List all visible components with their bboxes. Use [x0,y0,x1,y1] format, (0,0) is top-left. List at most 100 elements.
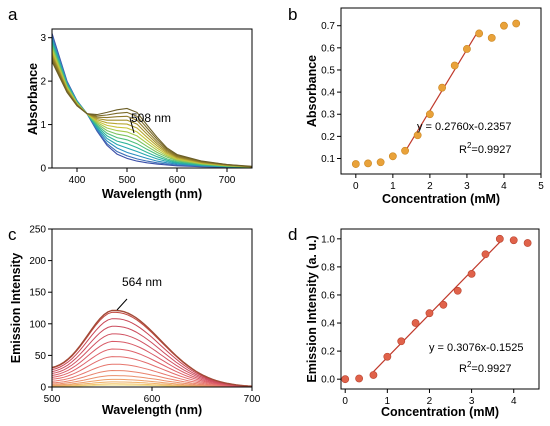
b-x-tick-label: 0 [353,181,359,192]
b-data-point [487,33,496,42]
b-data-point [376,158,385,167]
a-y-tick-label: 0 [40,164,46,175]
d-data-point [341,375,350,384]
b-y-axis-title: Absorbance [305,55,319,127]
d-y-tick-label: 0.2 [321,347,335,358]
b-data-point [351,160,360,168]
b-data-point [475,29,484,38]
b-y-tick-label: 0.3 [321,110,335,121]
a-x-axis-title: Wavelength (nm) [102,187,202,201]
b-data-point [364,159,372,168]
a-absorbance-series-6 [51,44,253,168]
b-data-point [388,152,397,161]
d-ticks: 0 1 2 3 4 0.0 0.2 0.4 0.6 0.8 1.0 [321,234,517,407]
d-x-tick-label: 3 [469,396,475,407]
b-fit-equation: y = 0.2760x-0.2357 [417,121,512,133]
d-data-point [425,309,434,318]
d-data-point [509,236,518,245]
a-y-tick-label: 2 [40,77,46,88]
d-data-point [383,352,392,361]
d-points-group [341,234,532,384]
b-x-axis-title: Concentration (mM) [382,192,500,206]
b-ticks: 0 1 2 3 4 5 0.1 0.2 0.3 0.4 0.5 0.6 0.7 [321,21,544,192]
b-points-group [351,19,521,168]
c-ticks: 500 600 700 0 50 100 150 200 250 [29,225,260,406]
d-data-point [355,374,364,383]
panel-d-chart: 0 1 2 3 4 0.0 0.2 0.4 0.6 0.8 1.0 y = 0.3076x-0.15… [305,228,540,419]
d-data-point [453,286,462,295]
c-x-tick-label: 700 [244,394,261,405]
d-r2-prefix: R [459,363,467,375]
panel-letter-a: a [8,5,18,24]
b-x-tick-label: 2 [427,181,433,192]
c-emission-series-9 [51,348,253,388]
c-x-tick-label: 500 [44,394,61,405]
b-data-point [401,146,409,155]
d-y-tick-label: 0.0 [321,375,335,386]
d-fit-equation: y = 0.3076x-0.1525 [429,342,524,354]
a-absorbance-series-2 [51,35,253,169]
d-data-point [397,337,406,346]
b-y-tick-label: 0.4 [321,88,335,99]
d-data-point [481,250,490,259]
d-x-tick-label: 4 [511,396,517,407]
c-y-tick-label: 200 [29,256,46,267]
c-y-tick-label: 0 [40,383,46,394]
a-absorbance-series-3 [51,37,253,169]
c-emission-series-15 [51,309,253,387]
b-r2-exponent: 2 [467,141,472,150]
d-r2-exponent: 2 [467,360,472,369]
panel-c-chart: 500 600 700 0 50 100 150 200 250 564 nm Waveleng… [9,225,261,418]
d-plot-frame [340,228,540,390]
a-series-group [51,33,253,169]
a-annotation-pointer [129,117,135,134]
c-series-group [51,309,253,388]
panel-letter-d: d [288,225,297,244]
b-data-point [438,83,447,92]
d-data-point [411,319,420,327]
a-annotation-508nm: 508 nm [131,111,171,125]
b-data-point [413,131,422,140]
c-y-tick-label: 50 [35,351,47,362]
b-r2-prefix: R [459,144,467,156]
c-plot-frame [51,228,253,388]
b-r-squared: R2=0.9927 [459,141,511,156]
b-y-tick-label: 0.7 [321,21,335,32]
b-data-point [450,61,459,70]
c-emission-series-10 [51,340,253,387]
a-plot-frame [51,28,253,169]
c-emission-series-11 [51,333,253,387]
c-x-axis-title: Wavelength (nm) [102,403,202,417]
b-data-point [463,45,471,53]
c-emission-series-7 [51,363,253,388]
b-x-tick-label: 1 [390,181,396,192]
a-absorbance-series-5 [51,41,253,168]
c-y-tick-label: 250 [29,225,46,236]
d-y-axis-title: Emission Intensity (a. u.) [305,235,319,382]
a-absorbance-series-4 [51,39,253,168]
d-x-tick-label: 2 [427,396,433,407]
a-x-tick-label: 400 [69,175,86,186]
c-emission-series-8 [51,356,253,388]
d-x-axis-title: Concentration (mM) [381,405,499,419]
b-r2-value: =0.9927 [471,144,511,156]
a-y-tick-label: 3 [40,33,46,44]
d-r2-value: =0.9927 [471,363,511,375]
c-x-tick-label: 600 [144,394,161,405]
b-x-tick-label: 3 [464,181,470,192]
b-x-tick-label: 4 [501,181,507,192]
d-fit-group [373,238,504,373]
b-y-tick-label: 0.6 [321,43,335,54]
a-x-tick-label: 500 [119,175,136,186]
d-y-tick-label: 0.8 [321,262,335,273]
d-data-point [495,234,504,243]
b-x-tick-label: 5 [538,181,544,192]
panel-letter-b: b [288,5,297,24]
b-data-point [512,19,521,28]
a-y-axis-title: Absorbance [26,63,40,135]
d-data-point [523,239,532,247]
a-absorbance-series-1 [51,33,253,169]
a-x-tick-label: 600 [169,175,186,186]
